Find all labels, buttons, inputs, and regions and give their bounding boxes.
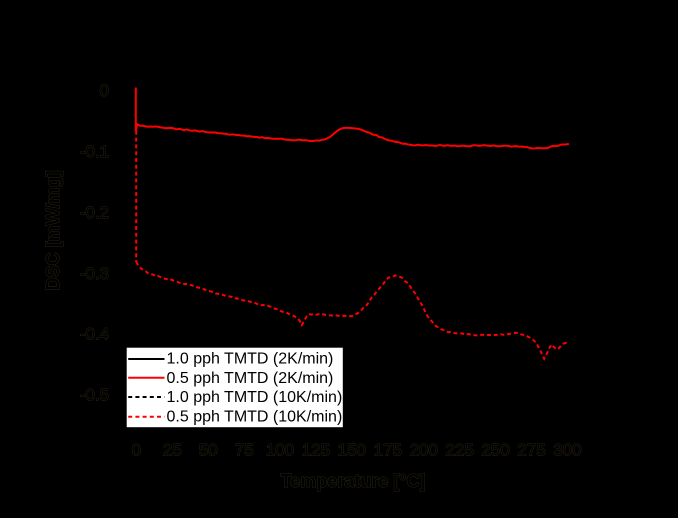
svg-text:0.5 pph TMTD (2K/min): 0.5 pph TMTD (2K/min) [167,370,334,387]
svg-text:225: 225 [445,441,473,460]
svg-text:-0.5: -0.5 [80,386,109,405]
svg-text:75: 75 [235,441,254,460]
svg-text:DSC [mW/mg]: DSC [mW/mg] [43,170,63,290]
svg-text:100: 100 [266,441,294,460]
svg-text:0.5 pph TMTD (10K/min): 0.5 pph TMTD (10K/min) [167,409,343,426]
svg-text:300: 300 [553,441,581,460]
svg-text:1.0 pph TMTD (10K/min): 1.0 pph TMTD (10K/min) [167,389,343,406]
svg-text:50: 50 [199,441,218,460]
svg-text:125: 125 [302,441,330,460]
svg-text:-0.4: -0.4 [80,325,109,344]
svg-text:250: 250 [481,441,509,460]
svg-text:150: 150 [338,441,366,460]
svg-text:175: 175 [374,441,402,460]
svg-text:200: 200 [410,441,438,460]
svg-text:0: 0 [132,441,141,460]
svg-text:275: 275 [517,441,545,460]
svg-text:-0.3: -0.3 [80,264,109,283]
svg-text:-0.2: -0.2 [80,203,109,222]
svg-text:-0.1: -0.1 [80,142,109,161]
svg-text:0: 0 [100,81,109,100]
svg-text:Temperature [°C]: Temperature [°C] [281,471,426,491]
svg-text:1.0 pph TMTD (2K/min): 1.0 pph TMTD (2K/min) [167,351,334,368]
svg-text:25: 25 [163,441,182,460]
